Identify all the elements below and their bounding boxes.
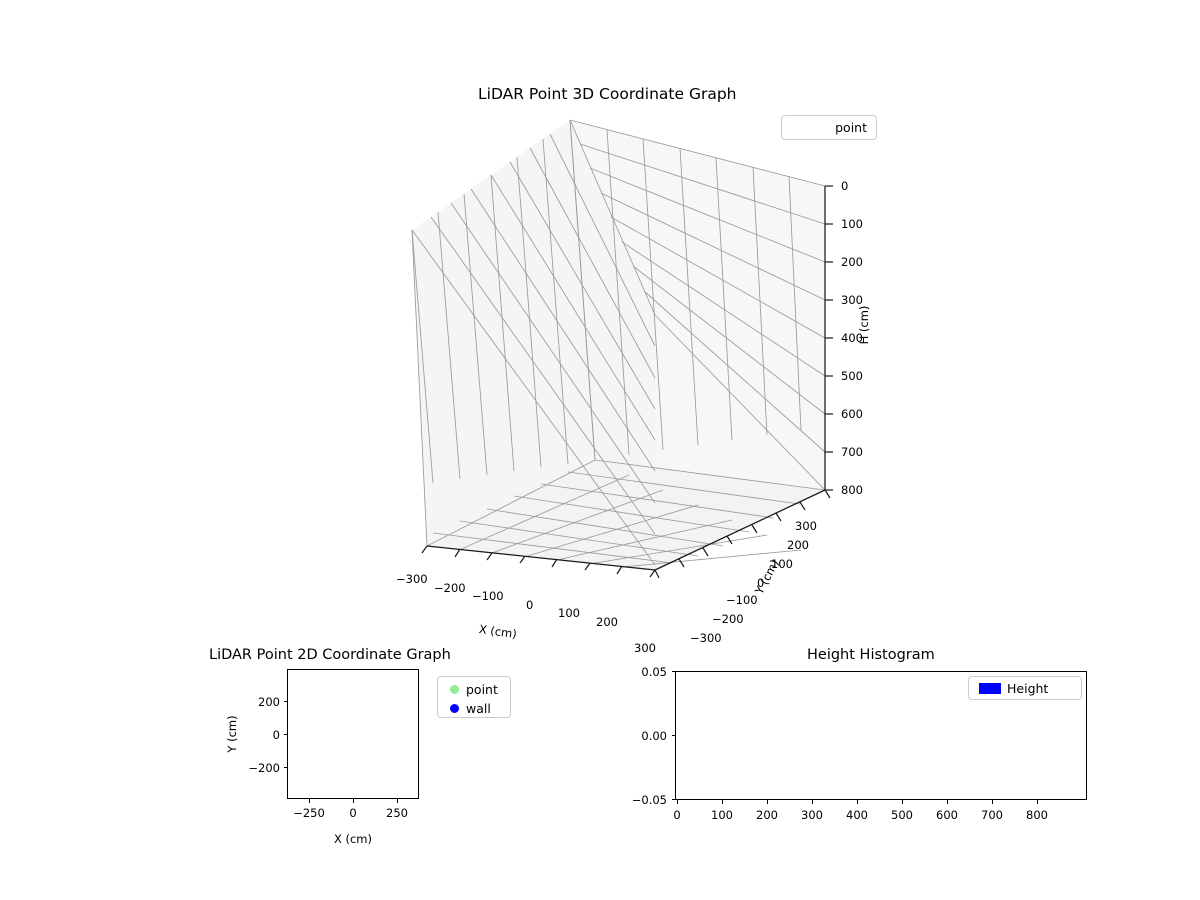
plot3d-xtick-4: 100	[558, 606, 580, 620]
plot3d-xticks-marks	[421, 545, 656, 578]
plot3d-legend[interactable]: point	[781, 115, 877, 140]
plot2d-ylabel: Y (cm)	[225, 715, 239, 753]
plot2d-legend-item-point[interactable]: point	[442, 680, 506, 699]
histogram-xtick-mark-2	[767, 800, 769, 804]
histogram-legend-label: Height	[1007, 680, 1049, 696]
plot2d-ytick-0: 200	[258, 695, 280, 709]
plot3d-title: LiDAR Point 3D Coordinate Graph	[478, 85, 737, 103]
plot3d-ytick-0: 300	[795, 519, 817, 533]
histogram-xtick-6: 600	[936, 808, 958, 822]
plot3d-ztick-0: 0	[841, 179, 849, 193]
plot3d-ytick-5: −200	[712, 612, 744, 626]
histogram-title: Height Histogram	[807, 647, 935, 663]
plot3d-ztick-8: 800	[841, 483, 863, 497]
histogram-ytick-mark-2	[671, 799, 675, 801]
circle-icon	[442, 685, 466, 694]
histogram-legend[interactable]: Height	[968, 676, 1082, 700]
plot3d-ytick-6: −300	[690, 631, 722, 645]
plot2d-ytick-mark-1	[283, 734, 287, 736]
plot2d-ytick-mark-0	[283, 701, 287, 703]
histogram-xtick-mark-5	[902, 800, 904, 804]
plot3d-ytick-1: 200	[787, 538, 809, 552]
plot3d-pane-left	[412, 120, 655, 570]
histogram-ytick-2: −0.05	[631, 793, 667, 807]
plot2d-ytick-1: 0	[272, 728, 280, 742]
histogram-xtick-5: 500	[891, 808, 913, 822]
histogram-xtick-mark-8	[1037, 800, 1039, 804]
plot3d-xtick-0: −300	[396, 572, 428, 586]
plot2d-ytick-mark-2	[283, 767, 287, 769]
plot2d-xtick-2: 250	[386, 806, 408, 820]
plot3d-ytick-2: 100	[771, 557, 793, 571]
plot3d-ztick-4: 400	[841, 331, 863, 345]
histogram-ytick-mark-0	[671, 671, 675, 673]
plot3d-xtick-2: −100	[472, 589, 504, 603]
plot2d-xtick-mark-0	[309, 799, 311, 803]
plot3d-ytick-4: −100	[726, 593, 758, 607]
plot2d-xlabel: X (cm)	[333, 832, 373, 846]
plot2d-legend-label-point: point	[466, 682, 498, 697]
histogram-xtick-mark-6	[947, 800, 949, 804]
histogram-xtick-2: 200	[756, 808, 778, 822]
plot3d-zticks-marks	[825, 185, 833, 491]
plot3d-pane-floor	[427, 460, 825, 570]
plot2d-xtick-0: −250	[293, 806, 325, 820]
plot3d-ytick-3: 0	[757, 576, 765, 590]
histogram-xtick-0: 0	[673, 808, 681, 822]
plot3d-xtick-6: 300	[634, 641, 656, 655]
plot3d-yticks-marks	[654, 489, 831, 579]
histogram-xtick-mark-1	[722, 800, 724, 804]
plot2d-title: LiDAR Point 2D Coordinate Graph	[209, 647, 451, 663]
plot3d-ztick-1: 100	[841, 217, 863, 231]
plot3d-xtick-1: −200	[434, 581, 466, 595]
plot2d-xtick-1: 0	[349, 806, 357, 820]
plot2d-legend[interactable]: point wall	[437, 676, 511, 718]
plot3d-ztick-5: 500	[841, 369, 863, 383]
plot3d-ztick-3: 300	[841, 293, 863, 307]
plot3d-pane-back	[570, 120, 825, 570]
plot2d-axes[interactable]	[287, 669, 419, 799]
plot2d-xtick-mark-2	[397, 799, 399, 803]
plot3d-ztick-7: 700	[841, 445, 863, 459]
histogram-ytick-1: 0.00	[641, 729, 667, 743]
plot2d-legend-item-wall[interactable]: wall	[442, 699, 506, 718]
plot2d-xtick-mark-1	[353, 799, 355, 803]
histogram-xtick-mark-7	[992, 800, 994, 804]
histogram-xtick-3: 300	[801, 808, 823, 822]
histogram-xtick-4: 400	[846, 808, 868, 822]
plot2d-legend-label-wall: wall	[466, 701, 491, 716]
plot3d-canvas	[411, 119, 833, 579]
plot3d-zlabel: H (cm)	[857, 305, 871, 345]
rect-patch-icon	[973, 682, 1007, 694]
plot3d-ztick-2: 200	[841, 255, 863, 269]
plot3d-axes[interactable]	[330, 100, 890, 660]
histogram-xtick-mark-4	[857, 800, 859, 804]
plot3d-legend-label: point	[835, 120, 867, 135]
plot2d-ytick-2: −200	[248, 761, 280, 775]
histogram-ytick-0: 0.05	[641, 665, 667, 679]
histogram-xtick-1: 100	[711, 808, 733, 822]
plot3d-xtick-5: 200	[596, 615, 618, 629]
plot3d-xtick-3: 0	[526, 598, 534, 612]
histogram-xtick-mark-0	[677, 800, 679, 804]
histogram-xtick-7: 700	[981, 808, 1003, 822]
plot3d-ztick-6: 600	[841, 407, 863, 421]
circle-icon	[442, 704, 466, 713]
histogram-ytick-mark-1	[671, 735, 675, 737]
histogram-xtick-mark-3	[812, 800, 814, 804]
histogram-xtick-8: 800	[1026, 808, 1048, 822]
